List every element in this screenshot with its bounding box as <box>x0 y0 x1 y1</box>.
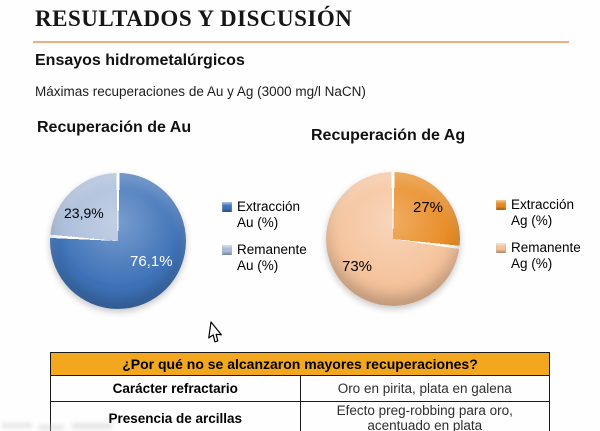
mouse-cursor-icon <box>208 321 222 343</box>
table-row: Carácter refractario Oro en pirita, plat… <box>50 375 550 402</box>
au-extraction-value-label: 76,1% <box>130 253 173 270</box>
video-artifact <box>72 423 112 429</box>
au-legend-item-extraction: Extracción Au (%) <box>222 199 319 232</box>
row-label: Carácter refractario <box>50 375 301 402</box>
row-value: Oro en pirita, plata en galena <box>299 375 550 402</box>
ag-legend: Extracción Ag (%) Remanente Ag (%) <box>496 197 593 273</box>
au-legend-label: Extracción Au (%) <box>237 199 301 231</box>
au-extraction-swatch <box>222 202 232 212</box>
au-legend: Extracción Au (%) Remanente Au (%) <box>222 199 319 275</box>
ag-remnant-swatch <box>496 242 506 253</box>
row-value: Efecto preg-robbing para oro, acentuado … <box>299 401 550 431</box>
au-legend-item-remnant: Remanente Au (%) <box>222 242 319 275</box>
table-row: Presencia de arcillas Efecto preg-robbin… <box>50 401 550 431</box>
au-remnant-swatch <box>222 244 232 255</box>
table-header-row: ¿Por qué no se alcanzaron mayores recupe… <box>50 352 550 376</box>
ag-chart-title: Recuperación de Ag <box>311 127 466 144</box>
qa-table: ¿Por qué no se alcanzaron mayores recupe… <box>50 352 550 431</box>
video-artifact <box>38 425 64 430</box>
au-chart-title: Recuperación de Au <box>37 119 192 136</box>
ag-remnant-value-label: 73% <box>342 258 373 275</box>
slide-subtitle: Máximas recuperaciones de Au y Ag (3000 … <box>35 84 366 99</box>
page-title: RESULTADOS Y DISCUSIÓN <box>35 6 353 31</box>
table-header: ¿Por qué no se alcanzaron mayores recupe… <box>50 352 550 376</box>
ag-pie-chart <box>326 172 460 306</box>
ag-extraction-value-label: 27% <box>413 199 444 216</box>
ag-legend-label: Remanente Ag (%) <box>511 239 581 272</box>
video-artifact <box>2 423 32 428</box>
row-label: Presencia de arcillas <box>50 401 301 431</box>
ag-legend-label: Extracción Ag (%) <box>511 197 575 229</box>
title-underline <box>33 41 569 43</box>
au-remnant-value-label: 23,9% <box>64 205 104 221</box>
ag-legend-item-remnant: Remanente Ag (%) <box>496 240 593 273</box>
au-legend-label: Remanente Au (%) <box>237 241 307 274</box>
au-pie-chart <box>50 173 186 309</box>
ag-legend-item-extraction: Extracción Ag (%) <box>496 197 593 230</box>
ag-extraction-swatch <box>496 200 506 210</box>
section-heading: Ensayos hidrometalúrgicos <box>35 52 245 69</box>
